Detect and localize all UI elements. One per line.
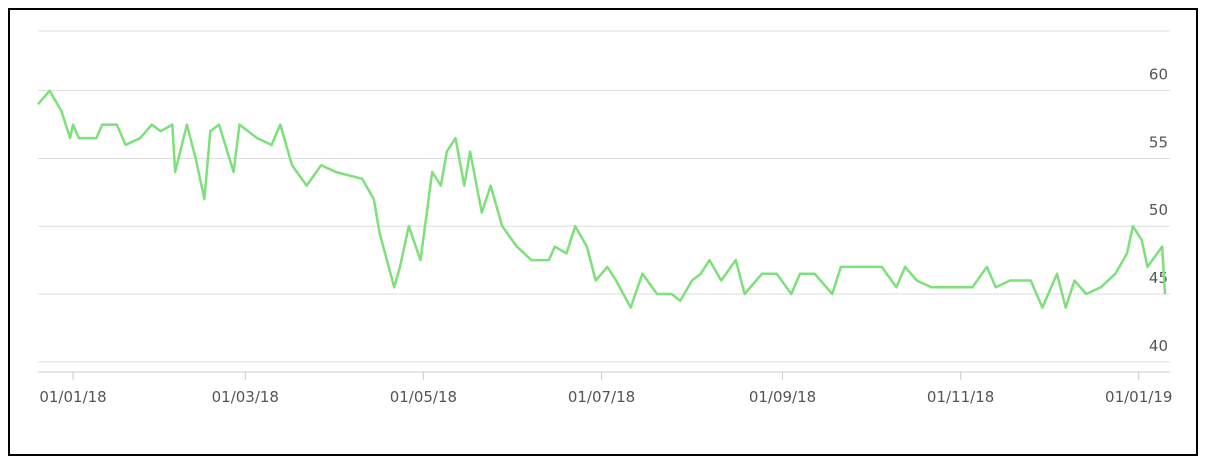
x-tick-label: 01/03/18 <box>212 388 279 406</box>
x-tick-label: 01/07/18 <box>568 388 635 406</box>
y-tick-label: 40 <box>1149 337 1168 355</box>
x-tick-label: 01/09/18 <box>749 388 816 406</box>
y-tick-label: 55 <box>1149 133 1168 151</box>
x-tick-label: 01/01/19 <box>1105 388 1172 406</box>
plot <box>37 89 1167 309</box>
series-line <box>37 89 1167 309</box>
y-tick-label: 50 <box>1149 201 1168 219</box>
x-tick-label: 01/01/18 <box>39 388 106 406</box>
x-tick-label: 01/11/18 <box>927 388 994 406</box>
y-tick-label: 60 <box>1149 66 1168 84</box>
x-tick-label: 01/05/18 <box>390 388 457 406</box>
frame <box>8 8 1198 456</box>
